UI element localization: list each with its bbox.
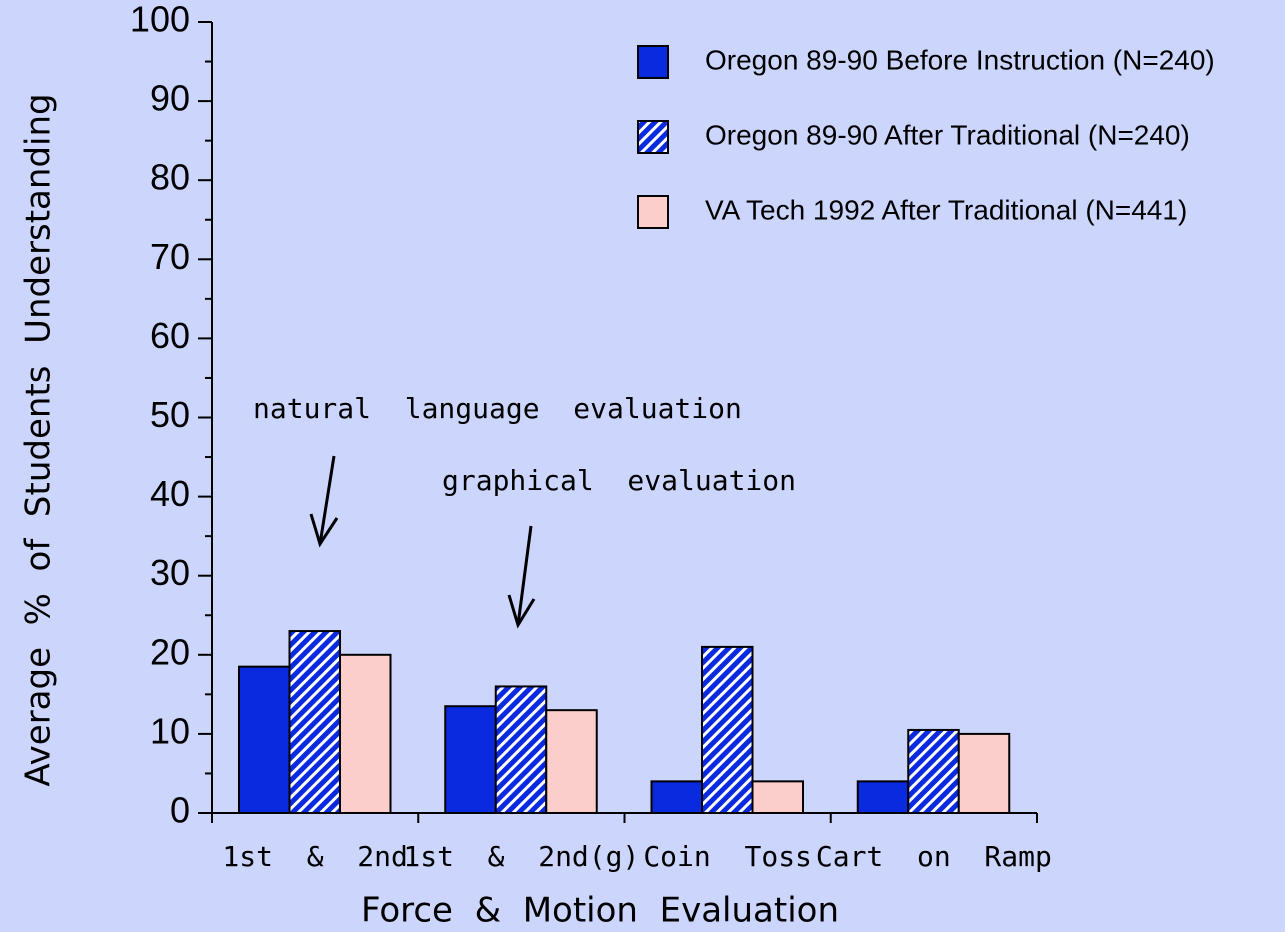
- annotation: natural language evaluation: [253, 392, 742, 425]
- y-tick-label: 90: [150, 78, 190, 119]
- y-tick-label: 10: [150, 710, 190, 751]
- y-tick-label: 100: [130, 0, 190, 40]
- bar: [238, 665, 291, 814]
- bar: [957, 732, 1011, 815]
- x-axis-title: Force & Motion Evaluation: [361, 891, 839, 931]
- y-tick-label: 60: [150, 315, 190, 356]
- bar: [701, 645, 754, 815]
- x-tick-label: 1st & 2nd: [222, 840, 407, 873]
- bar: [288, 630, 341, 814]
- legend-swatch: [637, 120, 669, 154]
- bar: [339, 653, 392, 814]
- bar: [856, 780, 910, 814]
- x-tick-label: Cart on Ramp: [816, 840, 1052, 873]
- y-tick-label: 70: [150, 236, 190, 277]
- y-tick-label: 80: [150, 157, 190, 198]
- bar: [545, 709, 598, 814]
- y-tick-label: 40: [150, 473, 190, 514]
- y-tick-label: 0: [170, 790, 190, 831]
- bar: [444, 705, 497, 815]
- x-tick-label: 1st & 2nd(g): [403, 840, 639, 873]
- legend-swatch: [637, 195, 669, 229]
- bar: [494, 685, 548, 814]
- y-tick-label: 50: [150, 394, 190, 435]
- legend-label: Oregon 89-90 Before Instruction (N=240): [705, 44, 1215, 75]
- legend-swatch: [637, 45, 669, 79]
- y-axis-title: Average % of Students Understanding: [19, 93, 59, 786]
- legend-label: VA Tech 1992 After Traditional (N=441): [705, 194, 1187, 225]
- legend-label: Oregon 89-90 After Traditional (N=240): [705, 119, 1190, 150]
- bar: [650, 780, 703, 814]
- y-tick-label: 20: [150, 631, 190, 672]
- arrow: [309, 455, 536, 629]
- y-tick-label: 30: [150, 552, 190, 593]
- x-tick-label: Coin Toss: [643, 840, 812, 873]
- bar: [907, 728, 960, 815]
- bar: [751, 780, 804, 814]
- annotation: graphical evaluation: [442, 464, 796, 497]
